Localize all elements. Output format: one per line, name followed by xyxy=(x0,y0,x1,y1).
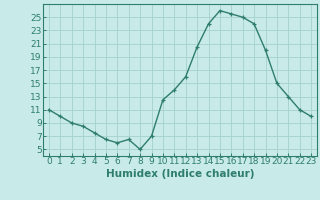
X-axis label: Humidex (Indice chaleur): Humidex (Indice chaleur) xyxy=(106,169,254,179)
